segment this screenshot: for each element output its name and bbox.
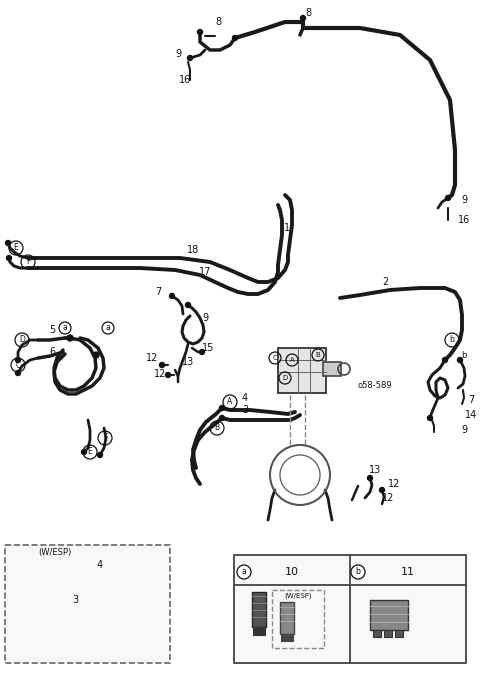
- Bar: [395, 630, 403, 637]
- Text: B: B: [215, 423, 219, 433]
- Text: 3: 3: [72, 595, 78, 605]
- Text: F: F: [26, 257, 30, 267]
- Text: A: A: [289, 357, 294, 363]
- Text: 8: 8: [215, 17, 221, 27]
- Text: 12: 12: [146, 353, 158, 363]
- Text: 9: 9: [202, 313, 208, 323]
- Text: a: a: [106, 323, 110, 333]
- Text: F: F: [103, 433, 107, 443]
- Bar: [252, 592, 266, 627]
- Text: D: D: [19, 335, 25, 344]
- Text: 2: 2: [382, 277, 388, 287]
- Circle shape: [200, 350, 204, 354]
- Text: 10: 10: [285, 567, 299, 577]
- Circle shape: [97, 452, 103, 458]
- Circle shape: [169, 294, 175, 298]
- Circle shape: [428, 416, 432, 421]
- Bar: [384, 630, 392, 637]
- Text: E: E: [13, 244, 18, 252]
- Bar: [323, 362, 341, 376]
- Text: a: a: [241, 568, 246, 576]
- Circle shape: [159, 362, 165, 367]
- Text: C: C: [15, 360, 21, 369]
- Text: A: A: [228, 398, 233, 406]
- Bar: [5, 545, 170, 663]
- Text: 7: 7: [468, 395, 474, 405]
- Text: b: b: [450, 335, 455, 344]
- Text: B: B: [316, 352, 320, 358]
- Text: 3: 3: [242, 405, 248, 415]
- Bar: [272, 590, 324, 648]
- Circle shape: [185, 302, 191, 308]
- Circle shape: [188, 55, 192, 61]
- Circle shape: [7, 256, 12, 261]
- Text: 9: 9: [175, 49, 181, 59]
- Text: 16: 16: [179, 75, 191, 85]
- Bar: [280, 602, 294, 634]
- Text: (W/ESP): (W/ESP): [284, 593, 312, 599]
- Text: 12: 12: [388, 479, 400, 489]
- Circle shape: [445, 196, 451, 200]
- Circle shape: [15, 371, 21, 375]
- Circle shape: [300, 16, 305, 20]
- Bar: [373, 630, 381, 637]
- Text: 8: 8: [305, 8, 311, 18]
- Circle shape: [5, 240, 11, 246]
- Text: 6: 6: [49, 347, 55, 357]
- Circle shape: [15, 358, 21, 362]
- Bar: [278, 348, 326, 393]
- Text: 17: 17: [199, 267, 211, 277]
- Text: 12: 12: [382, 493, 394, 503]
- Text: 14: 14: [465, 410, 477, 420]
- Text: o58-589: o58-589: [358, 381, 393, 389]
- Circle shape: [219, 406, 225, 410]
- Text: 16: 16: [458, 215, 470, 225]
- Text: 13: 13: [369, 465, 381, 475]
- Bar: [370, 600, 408, 630]
- Text: 4: 4: [242, 393, 248, 403]
- Text: b: b: [356, 568, 360, 576]
- Circle shape: [93, 352, 99, 358]
- Circle shape: [219, 416, 225, 421]
- Text: 1: 1: [284, 223, 290, 233]
- Text: 15: 15: [202, 343, 214, 353]
- Text: 5: 5: [49, 325, 55, 335]
- Circle shape: [197, 30, 203, 34]
- Text: 11: 11: [401, 567, 415, 577]
- Text: 12: 12: [154, 369, 166, 379]
- Circle shape: [443, 358, 447, 362]
- Text: 9: 9: [461, 195, 467, 205]
- Bar: [253, 627, 265, 635]
- Text: 13: 13: [182, 357, 194, 367]
- Text: b: b: [461, 350, 467, 360]
- Circle shape: [67, 335, 73, 341]
- Circle shape: [368, 475, 372, 481]
- Text: (W/ESP): (W/ESP): [38, 547, 71, 556]
- Circle shape: [82, 450, 86, 454]
- Text: E: E: [88, 448, 92, 456]
- Circle shape: [457, 358, 463, 362]
- Text: D: D: [282, 375, 288, 381]
- Circle shape: [380, 487, 384, 493]
- Text: 9: 9: [461, 425, 467, 435]
- Circle shape: [166, 373, 170, 377]
- Circle shape: [232, 36, 238, 40]
- Text: C: C: [273, 355, 277, 361]
- Text: 7: 7: [155, 287, 161, 297]
- Text: a: a: [62, 323, 67, 333]
- Bar: [234, 555, 466, 663]
- Bar: [281, 634, 293, 641]
- Text: 4: 4: [97, 560, 103, 570]
- Text: 18: 18: [187, 245, 199, 255]
